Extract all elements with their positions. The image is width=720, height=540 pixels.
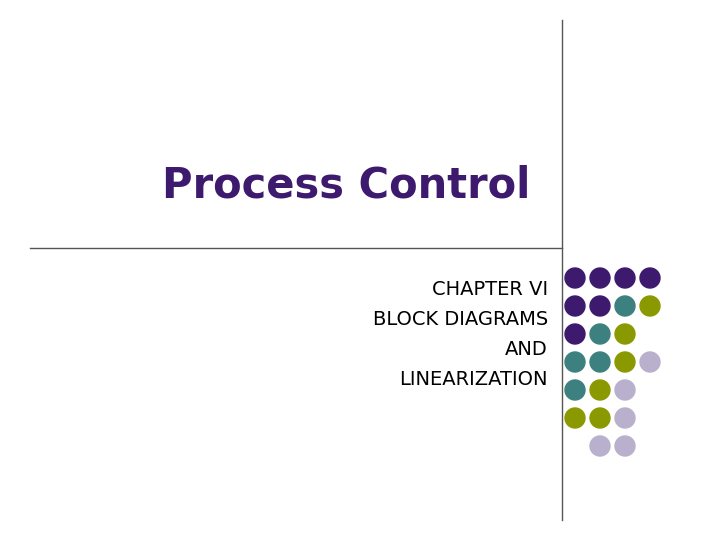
Circle shape (590, 436, 610, 456)
Circle shape (590, 296, 610, 316)
Circle shape (590, 408, 610, 428)
Circle shape (590, 324, 610, 344)
Circle shape (615, 296, 635, 316)
Circle shape (565, 296, 585, 316)
Text: AND: AND (505, 340, 548, 359)
Circle shape (565, 324, 585, 344)
Circle shape (565, 352, 585, 372)
Circle shape (615, 352, 635, 372)
Circle shape (590, 380, 610, 400)
Circle shape (615, 436, 635, 456)
Circle shape (565, 380, 585, 400)
Circle shape (615, 408, 635, 428)
Circle shape (565, 408, 585, 428)
Circle shape (615, 380, 635, 400)
Circle shape (615, 324, 635, 344)
Circle shape (615, 268, 635, 288)
Text: CHAPTER VI: CHAPTER VI (432, 280, 548, 299)
Text: BLOCK DIAGRAMS: BLOCK DIAGRAMS (373, 310, 548, 329)
Circle shape (640, 268, 660, 288)
Circle shape (590, 268, 610, 288)
Circle shape (640, 296, 660, 316)
Text: LINEARIZATION: LINEARIZATION (400, 370, 548, 389)
Circle shape (640, 352, 660, 372)
Circle shape (590, 352, 610, 372)
Text: Process Control: Process Control (161, 164, 530, 206)
Circle shape (565, 268, 585, 288)
